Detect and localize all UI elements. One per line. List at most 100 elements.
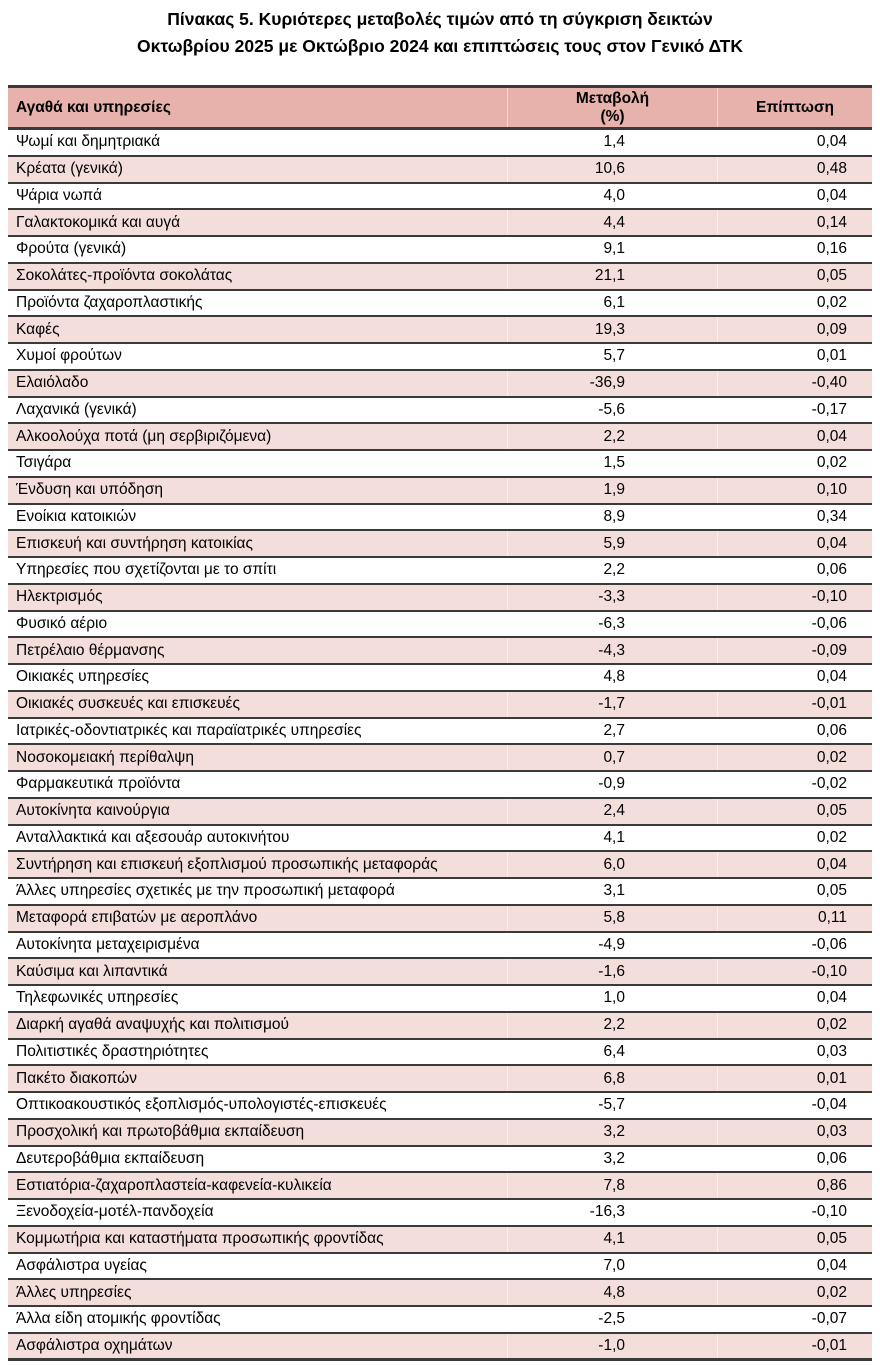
table-row: Ψωμί και δημητριακά 1,4 0,04: [8, 130, 872, 157]
row-category-label: Άλλες υπηρεσίες σχετικές με την προσωπικ…: [16, 882, 395, 900]
table-header-row: Αγαθά και υπηρεσίες Μεταβολή (%) Επίπτωσ…: [8, 88, 872, 130]
row-change-value: 2,7: [507, 718, 717, 744]
row-category-label: Υπηρεσίες που σχετίζονται με το σπίτι: [16, 561, 277, 579]
row-impact-value: 0,04: [717, 986, 872, 1011]
row-impact-value: 0,04: [717, 852, 872, 877]
table-row: Επισκευή και συντήρηση κατοικίας 5,9 0,0…: [8, 531, 872, 558]
table-row: Προσχολική και πρωτοβάθμια εκπαίδευση 3,…: [8, 1119, 872, 1147]
row-impact-value: 0,05: [717, 879, 872, 904]
row-impact-value: -0,17: [717, 397, 872, 423]
table-row: Τσιγάρα 1,5 0,02: [8, 451, 872, 478]
row-impact-value: 0,03: [717, 1039, 872, 1065]
row-change-value: 2,4: [507, 798, 717, 824]
row-change-value: -36,9: [507, 370, 717, 396]
row-change-value: -16,3: [507, 1200, 717, 1225]
table-row: Οικιακές συσκευές και επισκευές -1,7 -0,…: [8, 691, 872, 719]
table-row: Καφές 19,3 0,09: [8, 317, 872, 344]
row-category-label: Φαρμακευτικά προϊόντα: [16, 775, 181, 793]
row-change-value: 6,4: [507, 1039, 717, 1065]
row-change-value: 7,0: [507, 1253, 717, 1279]
table-row: Συντήρηση και επισκευή εξοπλισμού προσωπ…: [8, 852, 872, 879]
row-impact-value: -0,10: [717, 584, 872, 610]
table-row: Νοσοκομειακή περίθαλψη 0,7 0,02: [8, 745, 872, 772]
table-row: Άλλες υπηρεσίες σχετικές με την προσωπικ…: [8, 879, 872, 906]
row-impact-value: 0,48: [717, 156, 872, 182]
row-category-label: Γαλακτοκομικά και αυγά: [16, 213, 181, 231]
table-row: Δευτεροβάθμια εκπαίδευση 3,2 0,06: [8, 1146, 872, 1174]
row-category-label: Νοσοκομειακή περίθαλψη: [16, 748, 194, 766]
row-change-value: -1,6: [507, 959, 717, 984]
row-category-label: Ξενοδοχεία-μοτέλ-πανδοχεία: [16, 1203, 214, 1221]
row-impact-value: 0,34: [717, 504, 872, 530]
table-row: Λαχανικά (γενικά) -5,6 -0,17: [8, 397, 872, 425]
row-category-label: Λαχανικά (γενικά): [16, 400, 137, 418]
table-row: Ελαιόλαδο -36,9 -0,40: [8, 370, 872, 398]
row-category-label: Ανταλλακτικά και αξεσουάρ αυτοκινήτου: [16, 828, 290, 846]
table-row: Χυμοί φρούτων 5,7 0,01: [8, 344, 872, 371]
row-change-value: 4,1: [507, 825, 717, 851]
row-category-label: Επισκευή και συντήρηση κατοικίας: [16, 534, 253, 552]
header-change-percent: Μεταβολή (%): [507, 88, 717, 127]
row-impact-value: -0,04: [717, 1093, 872, 1118]
row-impact-value: 0,11: [717, 905, 872, 931]
row-impact-value: -0,09: [717, 638, 872, 663]
row-impact-value: 0,06: [717, 1146, 872, 1172]
table-row: Οπτικοακουστικός εξοπλισμός-υπολογιστές-…: [8, 1093, 872, 1120]
row-change-value: 3,1: [507, 879, 717, 904]
row-change-value: 1,9: [507, 477, 717, 503]
row-impact-value: 0,10: [717, 477, 872, 503]
row-category-label: Αυτοκίνητα μεταχειρισμένα: [16, 935, 200, 953]
row-impact-value: -0,02: [717, 772, 872, 797]
table-row: Ασφάλιστρα οχημάτων -1,0 -0,01: [8, 1333, 872, 1361]
row-category-label: Φυσικό αέριο: [16, 614, 108, 632]
row-category-label: Καφές: [16, 320, 60, 338]
row-change-value: 4,4: [507, 210, 717, 235]
row-change-value: 1,5: [507, 451, 717, 476]
row-impact-value: 0,01: [717, 1066, 872, 1091]
row-category-label: Κομμωτήρια και καταστήματα προσωπικής φρ…: [16, 1230, 384, 1248]
row-category-label: Ψωμί και δημητριακά: [16, 133, 161, 151]
row-impact-value: -0,06: [717, 932, 872, 958]
table-row: Ανταλλακτικά και αξεσουάρ αυτοκινήτου 4,…: [8, 825, 872, 853]
table-row: Άλλες υπηρεσίες 4,8 0,02: [8, 1280, 872, 1307]
row-change-value: 0,7: [507, 745, 717, 770]
row-change-value: 2,2: [507, 424, 717, 449]
row-impact-value: -0,01: [717, 1333, 872, 1358]
row-change-value: -5,7: [507, 1093, 717, 1118]
row-change-value: 4,1: [507, 1226, 717, 1252]
table-row: Υπηρεσίες που σχετίζονται με το σπίτι 2,…: [8, 558, 872, 585]
row-category-label: Κρέατα (γενικά): [16, 160, 123, 178]
row-change-value: 3,2: [507, 1119, 717, 1145]
row-impact-value: 0,02: [717, 745, 872, 770]
row-category-label: Ένδυση και υπόδηση: [16, 481, 164, 499]
row-category-label: Φρούτα (γενικά): [16, 240, 127, 258]
row-change-value: 5,7: [507, 344, 717, 369]
title-line-1: Πίνακας 5. Κυριότερες μεταβολές τιμών απ…: [167, 9, 713, 29]
row-category-label: Άλλες υπηρεσίες: [16, 1283, 132, 1301]
table-row: Ενοίκια κατοικιών 8,9 0,34: [8, 504, 872, 532]
row-change-value: 4,8: [507, 665, 717, 690]
row-category-label: Πετρέλαιο θέρμανσης: [16, 641, 165, 659]
row-category-label: Εστιατόρια-ζαχαροπλαστεία-καφενεία-κυλικ…: [16, 1176, 332, 1194]
row-change-value: -4,3: [507, 638, 717, 663]
table-row: Ηλεκτρισμός -3,3 -0,10: [8, 584, 872, 612]
row-change-value: -4,9: [507, 932, 717, 958]
row-category-label: Ηλεκτρισμός: [16, 588, 103, 606]
row-change-value: 2,2: [507, 1012, 717, 1038]
row-impact-value: 0,04: [717, 130, 872, 155]
table-row: Οικιακές υπηρεσίες 4,8 0,04: [8, 665, 872, 692]
row-change-value: 21,1: [507, 263, 717, 289]
row-impact-value: 0,02: [717, 825, 872, 851]
table-row: Προϊόντα ζαχαροπλαστικής 6,1 0,02: [8, 290, 872, 318]
row-change-value: 4,0: [507, 183, 717, 209]
header-impact: Επίπτωση: [717, 88, 872, 127]
row-category-label: Οικιακές υπηρεσίες: [16, 668, 149, 686]
row-impact-value: -0,01: [717, 691, 872, 717]
table-row: Αλκοολούχα ποτά (μη σερβιριζόμενα) 2,2 0…: [8, 424, 872, 451]
row-category-label: Αυτοκίνητα καινούργια: [16, 802, 170, 820]
row-change-value: 3,2: [507, 1146, 717, 1172]
row-impact-value: 0,01: [717, 344, 872, 369]
table-row: Άλλα είδη ατομικής φροντίδας -2,5 -0,07: [8, 1307, 872, 1334]
table-row: Πετρέλαιο θέρμανσης -4,3 -0,09: [8, 638, 872, 665]
